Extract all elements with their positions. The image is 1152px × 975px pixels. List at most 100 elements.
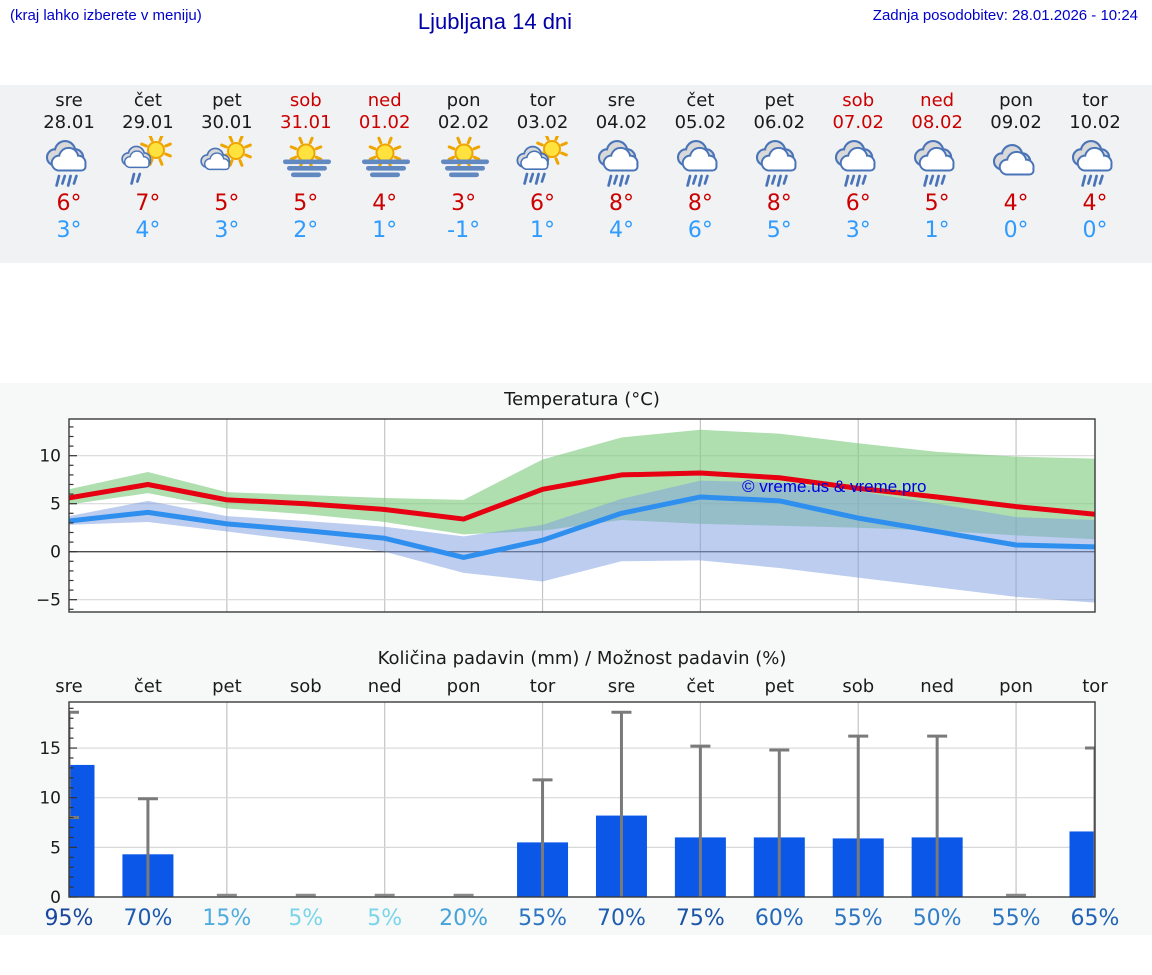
day-name-label: sre <box>55 90 83 111</box>
day-date-label: 09.02 <box>990 112 1042 133</box>
day-name-label: tor <box>529 90 556 111</box>
day-date-label: 30.01 <box>201 112 253 133</box>
day-low-temp: 4° <box>135 218 161 243</box>
temp-low-range-band <box>69 480 1095 603</box>
precip-probability-label: 65% <box>1071 906 1120 931</box>
day-high-temp: 6° <box>845 191 871 216</box>
rain-icon <box>835 140 876 187</box>
y-tick-label: 10 <box>39 789 61 809</box>
temp-high-line <box>69 470 1095 522</box>
temperature-chart: 10 5 0 −5 <box>36 418 1096 613</box>
day-column[interactable]: sob 31.01 5° 2° <box>266 85 345 263</box>
day-name-label: čet <box>686 90 715 111</box>
day-name-label: pon <box>999 90 1033 111</box>
day-date-label: 05.02 <box>674 112 727 133</box>
y-tick-label: 10 <box>39 447 61 467</box>
precip-day-label: čet <box>134 676 162 697</box>
day-date-label: 29.01 <box>122 112 174 133</box>
precip-day-label: ned <box>920 676 954 697</box>
day-column[interactable]: sre 28.01 6° 3° <box>30 85 109 263</box>
day-name-label: čet <box>133 90 162 111</box>
day-name-label: sob <box>842 90 875 111</box>
precip-probability-label: 55% <box>992 906 1041 931</box>
day-name-label: sre <box>607 90 636 111</box>
precip-probability-label: 75% <box>676 906 725 931</box>
precip-bar <box>1069 831 1095 897</box>
day-date-label: 01.02 <box>358 112 411 133</box>
rain-icon <box>598 140 639 187</box>
sun-cloud-icon <box>200 136 252 171</box>
day-low-temp: 1° <box>530 218 556 243</box>
precip-probability-label: 5% <box>288 906 323 931</box>
day-column[interactable]: pon 02.02 3° -1° <box>424 85 503 263</box>
day-date-label: 08.02 <box>911 112 963 133</box>
day-high-temp: 4° <box>1082 191 1108 216</box>
day-column[interactable]: čet 05.02 8° 6° <box>661 85 740 263</box>
day-low-temp: 3° <box>56 218 82 243</box>
day-column[interactable]: pet 06.02 8° 5° <box>740 85 819 263</box>
temperature-chart-title: Temperatura (°C) <box>504 389 660 410</box>
day-column[interactable]: tor 03.02 6° 1° <box>503 85 582 263</box>
temp-low-line <box>69 494 1095 560</box>
precip-day-label: tor <box>530 676 556 697</box>
y-tick-label: 5 <box>50 495 61 515</box>
day-column[interactable]: sob 07.02 6° 3° <box>819 85 898 263</box>
day-high-temp: 6° <box>530 191 556 216</box>
precip-probability-label: 70% <box>123 906 172 931</box>
sun-fog-icon <box>361 136 410 178</box>
precip-probability-label: 95% <box>45 906 94 931</box>
precip-day-label: pon <box>999 676 1033 697</box>
day-high-temp: 8° <box>608 191 634 216</box>
day-low-temp: 2° <box>293 218 319 243</box>
precip-probability-label: 20% <box>439 906 488 931</box>
day-column[interactable]: ned 08.02 5° 1° <box>898 85 977 263</box>
precip-day-label: pon <box>447 676 481 697</box>
day-low-temp: 1° <box>924 218 950 243</box>
day-column[interactable]: ned 01.02 4° 1° <box>345 85 424 263</box>
day-name-label: pon <box>446 90 481 111</box>
day-date-label: 02.02 <box>437 112 490 133</box>
day-column[interactable]: tor 10.02 4° 0° <box>1056 85 1135 263</box>
last-updated-label: Zadnja posodobitev: 28.01.2026 - 10:24 <box>872 7 1138 24</box>
precip-probability-label: 70% <box>597 906 646 931</box>
daily-forecast-strip: sre 28.01 6° 3° čet 29.01 7° 4° pet 30.01 5° 3° sob 3… <box>0 85 1152 263</box>
menu-hint-note: (kraj lahko izberete v meniju) <box>10 7 202 24</box>
day-column[interactable]: čet 29.01 7° 4° <box>108 85 187 263</box>
day-name-label: ned <box>367 90 402 111</box>
day-high-temp: 4° <box>372 191 398 216</box>
precip-probability-label: 60% <box>755 906 804 931</box>
day-date-label: 31.01 <box>280 112 332 133</box>
precip-day-label: ned <box>368 676 402 697</box>
day-name-label: ned <box>920 90 955 111</box>
day-column[interactable]: pet 30.01 5° 3° <box>187 85 266 263</box>
precip-day-label: sre <box>608 676 635 697</box>
day-high-temp: 7° <box>135 191 161 216</box>
day-high-temp: 6° <box>56 191 82 216</box>
sun-cloud-rain-icon <box>516 136 568 185</box>
precip-probability-label: 55% <box>518 906 567 931</box>
precip-day-label: pet <box>212 676 242 697</box>
day-high-temp: 8° <box>766 191 792 216</box>
day-date-label: 10.02 <box>1069 112 1121 133</box>
precip-day-label: sob <box>290 676 322 697</box>
day-high-temp: 5° <box>924 191 950 216</box>
day-column[interactable]: sre 04.02 8° 4° <box>582 85 661 263</box>
day-date-label: 03.02 <box>516 112 569 133</box>
day-column[interactable]: pon 09.02 4° 0° <box>977 85 1056 263</box>
day-date-label: 04.02 <box>595 112 648 133</box>
precipitation-chart: 0 5 10 15 sre čet pet sob ned pon tor sre čet pet sob n… <box>39 676 1120 931</box>
rain-icon <box>756 140 797 187</box>
rain-icon <box>45 140 87 187</box>
page-title: Ljubljana 14 dni <box>417 9 573 34</box>
precip-probability-label: 5% <box>367 906 402 931</box>
precip-day-label: sob <box>842 676 874 697</box>
day-low-temp: 4° <box>608 218 634 243</box>
y-tick-label: −5 <box>36 591 61 611</box>
day-low-temp: 1° <box>372 218 398 243</box>
day-low-temp: 6° <box>687 218 713 243</box>
precip-day-label: sre <box>55 676 82 697</box>
day-date-label: 07.02 <box>832 112 884 133</box>
day-date-label: 06.02 <box>753 112 806 133</box>
day-name-label: tor <box>1082 90 1108 111</box>
